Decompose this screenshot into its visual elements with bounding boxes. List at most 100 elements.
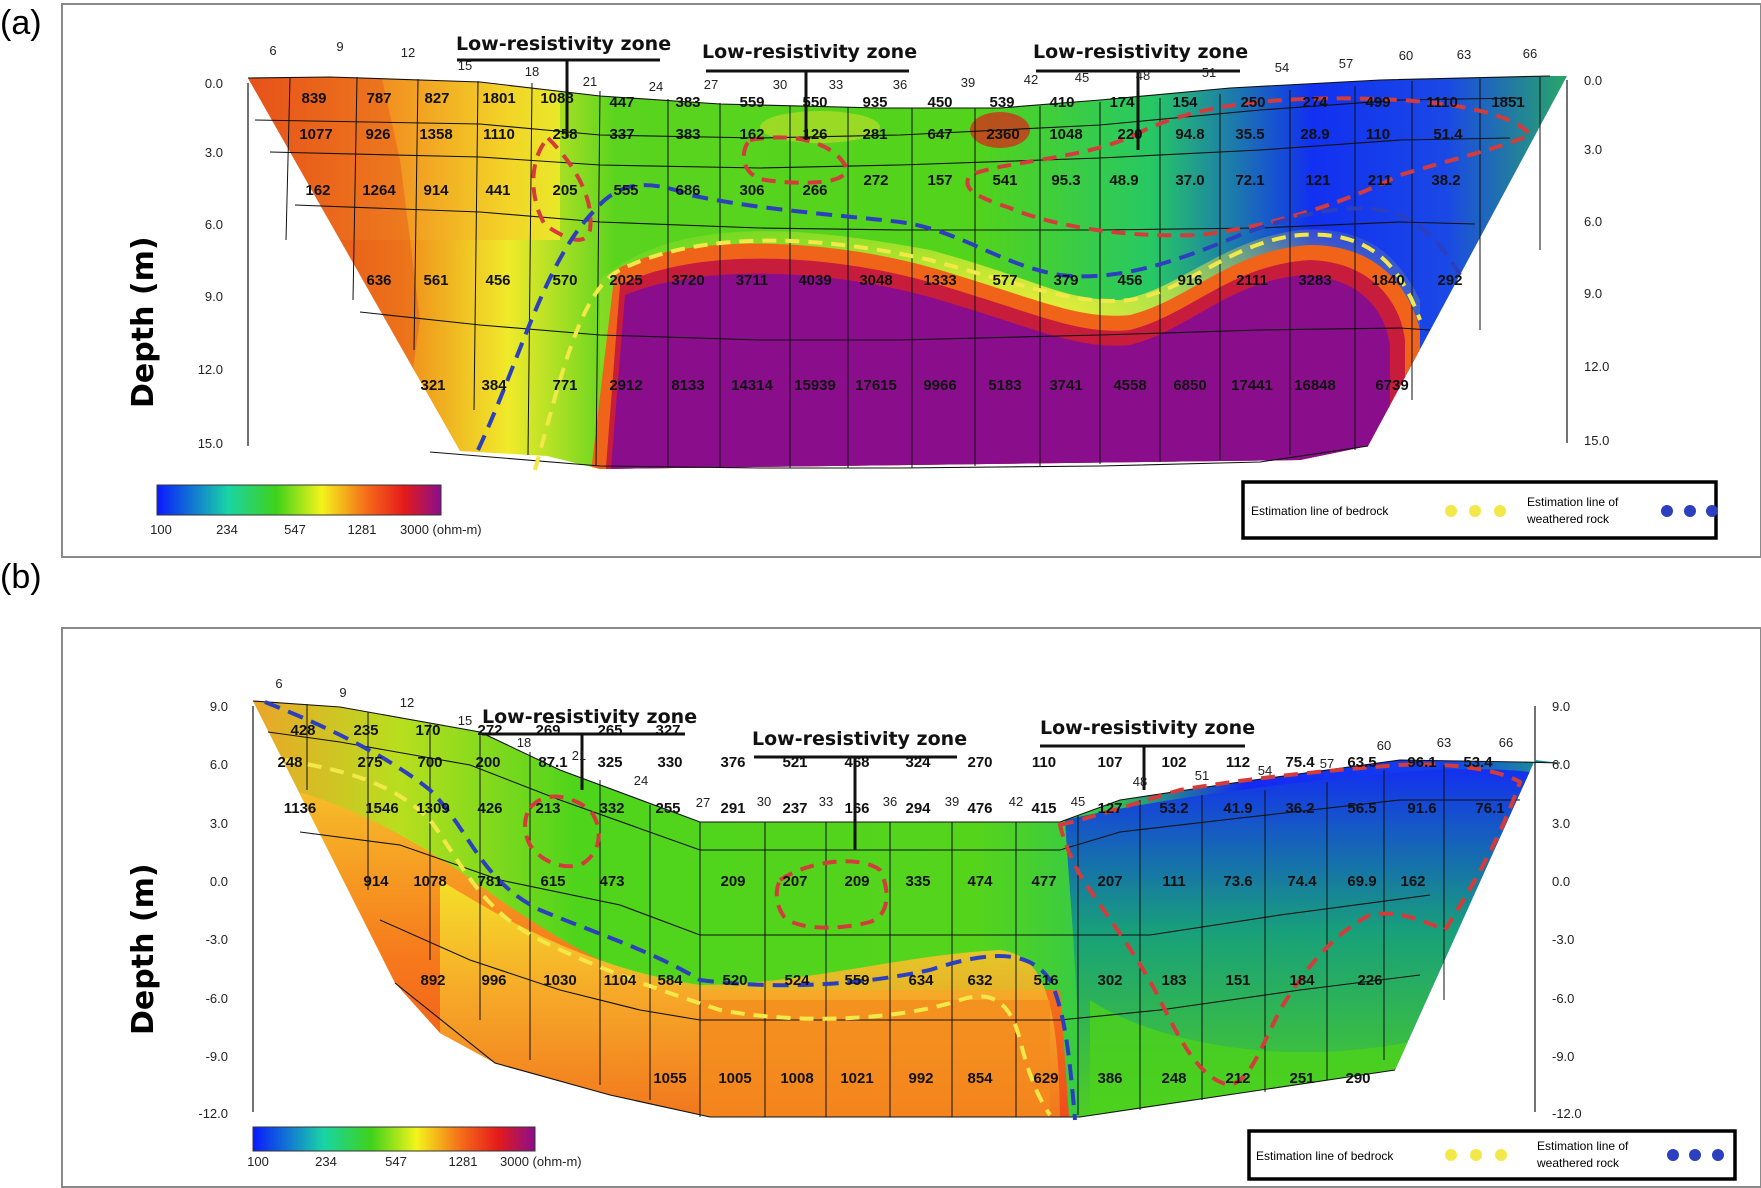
resistivity-value: 634 [908, 972, 934, 989]
legend-weathered-label-1: Estimation line of [1537, 1139, 1629, 1153]
resistivity-value: 5183 [988, 377, 1021, 394]
resistivity-value: 17441 [1231, 377, 1273, 394]
resistivity-value: 107 [1097, 754, 1122, 771]
resistivity-value: 410 [1049, 94, 1074, 111]
resistivity-value: 996 [481, 972, 506, 989]
top-tick-label: 15 [458, 713, 472, 728]
top-tick-label: 48 [1133, 774, 1147, 789]
resistivity-value: 1840 [1371, 272, 1404, 289]
resistivity-value: 272 [863, 172, 888, 189]
bedrock-marker [1470, 1149, 1482, 1161]
resistivity-value: 184 [1289, 972, 1315, 989]
top-tick-label: 18 [525, 64, 539, 79]
resistivity-value: 383 [675, 126, 700, 143]
depth-tick-label: 12.0 [1584, 359, 1609, 374]
resistivity-value: 559 [739, 94, 764, 111]
resistivity-value: 524 [784, 972, 810, 989]
resistivity-value: 700 [417, 754, 442, 771]
resistivity-value: 935 [862, 94, 887, 111]
resistivity-value: 559 [844, 972, 869, 989]
resistivity-value: 157 [927, 172, 952, 189]
legend-bedrock-label: Estimation line of bedrock [1251, 504, 1389, 518]
resistivity-value: 151 [1225, 972, 1250, 989]
top-tick-label: 24 [649, 79, 663, 94]
resistivity-value: 35.5 [1235, 126, 1264, 143]
resistivity-value: 200 [475, 754, 500, 771]
resistivity-value: 632 [967, 972, 992, 989]
top-tick-label: 39 [945, 794, 959, 809]
weathered-marker [1667, 1149, 1679, 1161]
resistivity-value: 2025 [609, 272, 642, 289]
top-tick-label: 36 [883, 794, 897, 809]
resistivity-value: 266 [802, 182, 827, 199]
top-tick-label: 12 [400, 695, 414, 710]
colorbar-tick-label: 100 [150, 522, 172, 537]
resistivity-value: 636 [366, 272, 391, 289]
zone-label: Low-resistivity zone [702, 41, 917, 63]
resistivity-value: 450 [927, 94, 952, 111]
depth-tick-label: -6.0 [206, 991, 228, 1006]
top-tick-label: 51 [1202, 65, 1216, 80]
top-tick-label: 6 [275, 676, 282, 691]
depth-tick-label: 3.0 [1552, 816, 1570, 831]
resistivity-value: 302 [1097, 972, 1122, 989]
resistivity-value: 337 [609, 126, 634, 143]
grid-vertical [595, 90, 601, 467]
resistivity-value: 110 [1032, 754, 1056, 771]
top-tick-label: 27 [704, 77, 718, 92]
resistivity-value: 281 [862, 126, 887, 143]
resistivity-value: 615 [540, 873, 565, 890]
resistivity-value: 112 [1226, 754, 1250, 771]
resistivity-value: 476 [967, 800, 992, 817]
resistivity-value: 87.1 [538, 754, 567, 771]
top-tick-label: 63 [1457, 47, 1471, 62]
colorbar-tick-label: 3000 (ohm-m) [500, 1154, 582, 1169]
resistivity-value: 96.1 [1407, 754, 1436, 771]
resistivity-value: 3720 [671, 272, 704, 289]
resistivity-value: 290 [1345, 1070, 1370, 1087]
depth-tick-label: 9.0 [1552, 699, 1570, 714]
resistivity-value: 332 [599, 800, 624, 817]
resistivity-value: 170 [415, 722, 440, 739]
weathered-marker [1684, 505, 1696, 517]
resistivity-value: 154 [1172, 94, 1198, 111]
resistivity-value: 17615 [855, 377, 897, 394]
resistivity-value: 321 [420, 377, 445, 394]
resistivity-value: 787 [366, 90, 391, 107]
top-tick-label: 57 [1320, 756, 1334, 771]
colorbar-tick-label: 547 [284, 522, 306, 537]
resistivity-value: 839 [301, 90, 326, 107]
resistivity-value: 1030 [543, 972, 576, 989]
resistivity-value: 235 [353, 722, 378, 739]
resistivity-value: 686 [675, 182, 700, 199]
weathered-marker [1689, 1149, 1701, 1161]
resistivity-value: 121 [1305, 172, 1330, 189]
resistivity-value: 327 [655, 722, 680, 739]
resistivity-value: 428 [290, 722, 315, 739]
resistivity-value: 1801 [482, 90, 515, 107]
resistivity-value: 456 [485, 272, 510, 289]
depth-tick-label: 3.0 [1584, 142, 1602, 157]
legend-weathered-label-2: weathered rock [1526, 512, 1610, 526]
resistivity-value: 647 [927, 126, 952, 143]
y-axis-label: Depth (m) [126, 236, 161, 408]
depth-tick-label: 0.0 [205, 76, 223, 91]
depth-tick-label: 3.0 [205, 145, 223, 160]
top-tick-label: 63 [1437, 735, 1451, 750]
depth-tick-label: 6.0 [1552, 757, 1570, 772]
resistivity-value: 53.4 [1463, 754, 1493, 771]
depth-tick-label: -12.0 [1552, 1106, 1582, 1121]
resistivity-value: 248 [277, 754, 302, 771]
top-tick-label: 9 [336, 39, 343, 54]
resistivity-value: 248 [1161, 1070, 1186, 1087]
resistivity-value: 237 [782, 800, 807, 817]
depth-tick-label: 3.0 [210, 816, 228, 831]
top-tick-label: 30 [773, 77, 787, 92]
top-tick-label: 51 [1195, 768, 1209, 783]
top-tick-label: 21 [572, 748, 586, 763]
resistivity-value: 209 [720, 873, 745, 890]
resistivity-value: 1078 [413, 873, 446, 890]
resistivity-value: 15939 [794, 377, 836, 394]
resistivity-value: 1110 [1426, 94, 1458, 111]
resistivity-value: 914 [363, 873, 389, 890]
